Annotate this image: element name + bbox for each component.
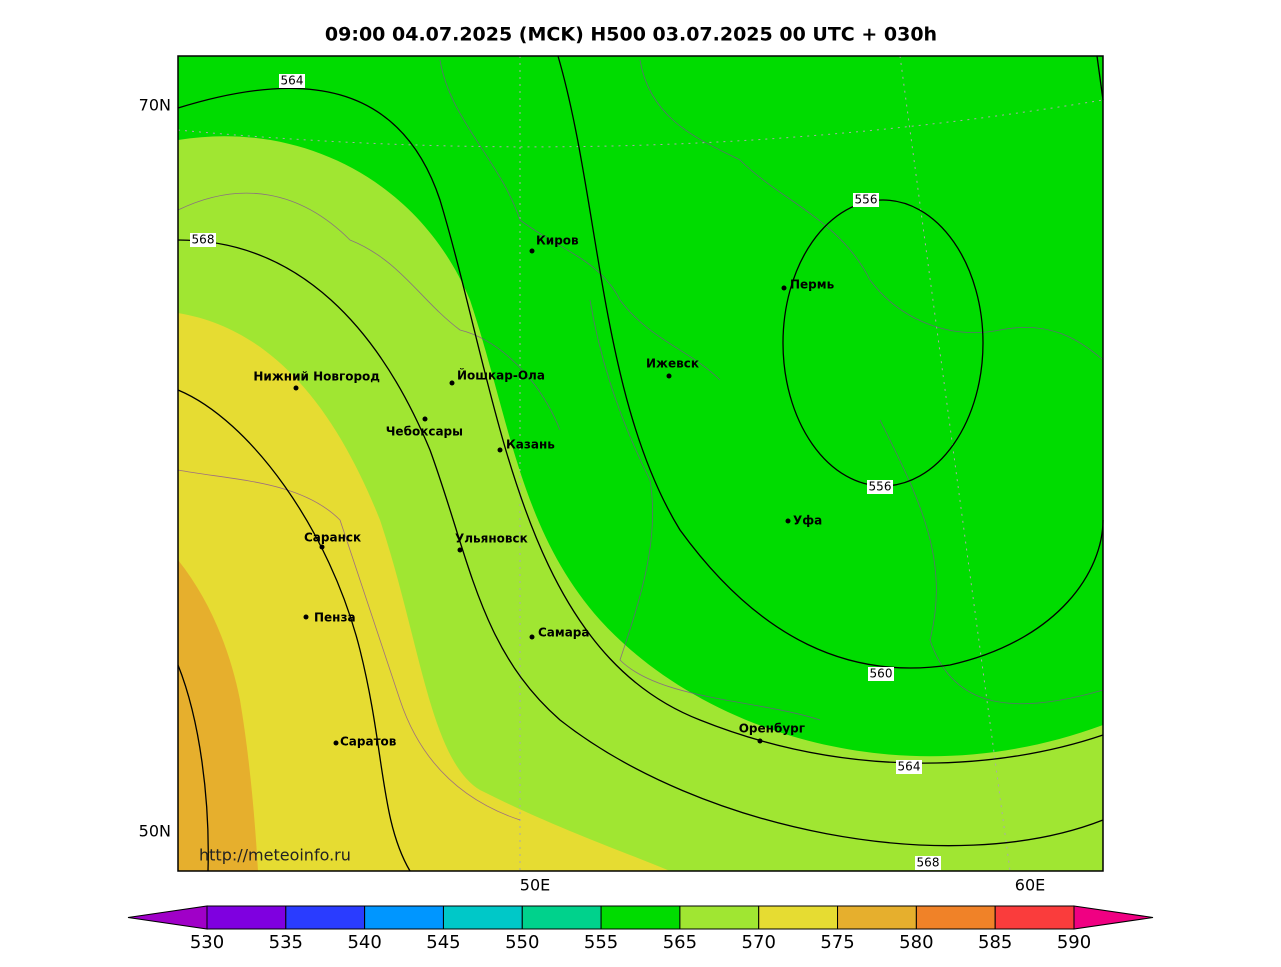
- city-label: Саратов: [340, 735, 397, 749]
- colorbar-high: [1073, 905, 1154, 930]
- contour-label: 556: [855, 193, 878, 207]
- contour-label-box: [868, 667, 894, 681]
- city-dot: [529, 634, 535, 640]
- map-frame: [177, 55, 1104, 872]
- contour-label-box: [915, 856, 941, 870]
- city-dot: [422, 416, 428, 422]
- map-area: [177, 55, 1104, 872]
- colorbar-label: 540: [347, 932, 381, 953]
- contour-label-box: [279, 74, 305, 88]
- contour-label: 568: [192, 233, 215, 247]
- colorbar-box: [837, 905, 917, 930]
- graticule: [177, 55, 1104, 872]
- contour-label-box: [896, 760, 922, 774]
- city-dot: [529, 248, 535, 254]
- city-label: Йошкар-Ола: [457, 368, 545, 383]
- contour-labels: 564 568 556 556 560 564 568: [190, 74, 941, 870]
- colorbar-box: [521, 905, 602, 930]
- colorbar-label: 545: [426, 932, 460, 953]
- colorbar-box: [442, 905, 523, 930]
- colorbar-low: [127, 905, 208, 930]
- colorbar-label: 585: [978, 932, 1012, 953]
- map-title: 09:00 04.07.2025 (MCK) H500 03.07.2025 0…: [325, 24, 937, 46]
- borders: [177, 59, 1104, 821]
- city-label: Пенза: [314, 611, 356, 625]
- colorbar-box: [679, 905, 760, 930]
- lat-label: 70N: [139, 96, 171, 115]
- city-dot: [757, 738, 763, 744]
- colorbar-box: [600, 905, 681, 930]
- colorbar-box: [915, 905, 996, 930]
- city-label: Ижевск: [646, 357, 699, 371]
- city-dot: [497, 447, 503, 453]
- colorbar-label: 550: [505, 932, 539, 953]
- contour-label: 556: [869, 480, 892, 494]
- field-575: [178, 313, 670, 871]
- contour-label: 560: [870, 667, 893, 681]
- colorbar-label: 570: [742, 932, 776, 953]
- city-label: Пермь: [790, 278, 835, 292]
- lon-label: 50E: [520, 876, 550, 895]
- cities: Киров Пермь Ижевск Йошкар-Ола Нижний Новгоро…: [253, 234, 834, 749]
- contour-label-box: [867, 480, 893, 494]
- city-dot: [303, 614, 309, 620]
- city-label: Чебоксары: [386, 425, 463, 439]
- colorbar-label: 580: [899, 932, 933, 953]
- colorbar-box: [758, 905, 839, 930]
- colorbar-box: [994, 905, 1075, 930]
- city-dot: [781, 285, 787, 291]
- city-label: Киров: [536, 234, 579, 248]
- colorbar-box: [285, 905, 366, 930]
- city-label: Нижний Новгород: [253, 370, 380, 384]
- colorbar-label: 575: [820, 932, 854, 953]
- colorbar: 530 535 540 545 550 555 565 570 575 580 585 590: [127, 905, 1154, 953]
- colorbar-label: 565: [663, 932, 697, 953]
- source-url: http://meteoinfo.ru: [199, 846, 351, 865]
- contour-label-box: [190, 233, 216, 247]
- contour-label: 568: [917, 856, 940, 870]
- contour-label: 564: [281, 74, 304, 88]
- city-label: Ульяновск: [455, 532, 528, 546]
- city-label: Казань: [506, 438, 555, 452]
- city-dot: [293, 385, 299, 391]
- colorbar-box: [206, 905, 287, 930]
- colorbar-label: 530: [190, 932, 224, 953]
- city-label: Самара: [538, 626, 590, 640]
- city-dot: [319, 544, 325, 550]
- contour-label-box: [853, 193, 879, 207]
- city-label: Уфа: [793, 514, 822, 528]
- colorbar-label: 590: [1057, 932, 1091, 953]
- city-dot: [785, 518, 791, 524]
- city-dot: [449, 380, 455, 386]
- contour-label: 564: [898, 760, 921, 774]
- city-dot: [333, 740, 339, 746]
- field-580: [178, 560, 258, 871]
- city-label: Оренбург: [739, 722, 805, 736]
- colorbar-label: 535: [269, 932, 303, 953]
- city-label: Саранск: [304, 531, 361, 545]
- colorbar-label: 555: [584, 932, 618, 953]
- lat-label: 50N: [139, 822, 171, 841]
- colorbar-box: [364, 905, 444, 930]
- lon-label: 60E: [1015, 876, 1045, 895]
- city-dot: [457, 547, 463, 553]
- city-dot: [666, 373, 672, 379]
